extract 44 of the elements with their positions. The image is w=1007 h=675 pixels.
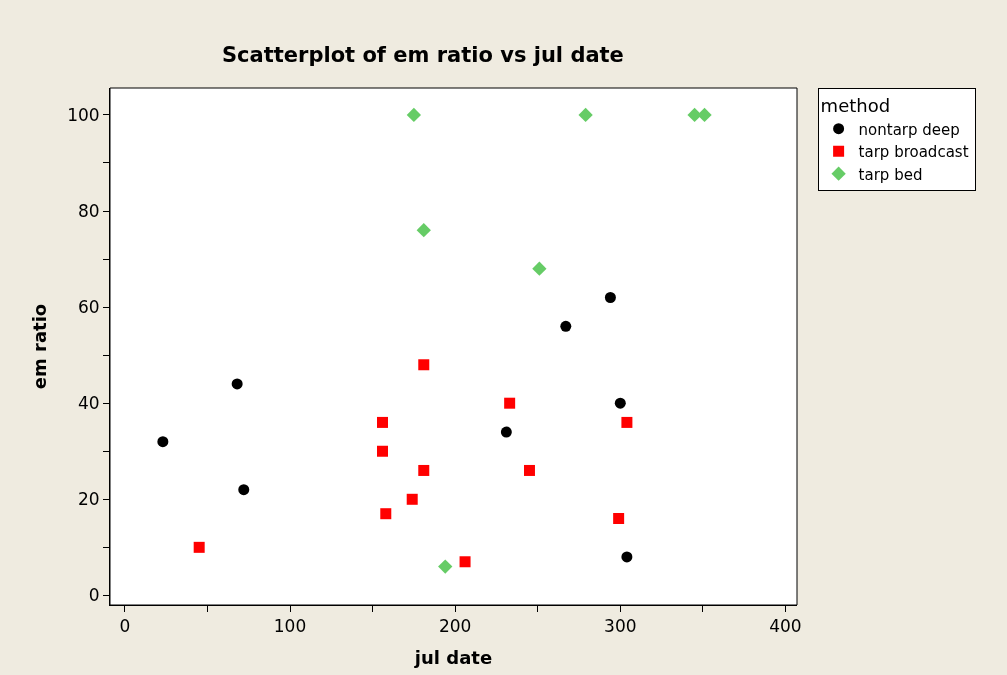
- y-tick-label: 100: [67, 104, 100, 125]
- chart-title: Scatterplot of em ratio vs jul date: [221, 42, 624, 67]
- point: [406, 493, 418, 505]
- y-tick-label: 20: [77, 489, 100, 510]
- point: [418, 464, 430, 476]
- x-axis-title: jul date: [413, 646, 493, 668]
- point: [504, 397, 516, 409]
- legend-label: tarp bed: [858, 165, 923, 184]
- x-tick-label: 0: [119, 616, 131, 637]
- point: [416, 223, 431, 238]
- x-tick-label: 300: [604, 616, 637, 637]
- point: [376, 416, 388, 428]
- point: [459, 556, 471, 568]
- point: [376, 445, 388, 457]
- point: [406, 107, 422, 123]
- point: [500, 426, 512, 438]
- legend-title: method: [820, 95, 891, 117]
- y-tick-label: 80: [77, 200, 100, 221]
- legend-label: tarp broadcast: [858, 143, 969, 161]
- x-tick-label: 200: [438, 616, 472, 637]
- x-tick-label: 100: [273, 616, 307, 637]
- point: [380, 508, 392, 520]
- point: [231, 378, 243, 390]
- point: [193, 541, 205, 553]
- y-axis-title: em ratio: [29, 303, 51, 390]
- y-tick-label: 0: [88, 585, 100, 606]
- point: [613, 513, 625, 525]
- y-tick-label: 40: [77, 393, 100, 414]
- point: [604, 291, 616, 303]
- point: [621, 416, 633, 428]
- point: [614, 397, 626, 409]
- point: [560, 320, 572, 332]
- point: [578, 107, 593, 123]
- point: [418, 359, 430, 371]
- point: [157, 436, 169, 448]
- point: [523, 464, 535, 476]
- legend-label: nontarp deep: [858, 120, 960, 139]
- point: [697, 107, 712, 123]
- y-tick-label: 60: [77, 297, 100, 318]
- x-tick-label: 400: [769, 616, 802, 637]
- point: [438, 559, 453, 574]
- point: [621, 551, 633, 563]
- point: [238, 484, 250, 496]
- point: [532, 261, 547, 276]
